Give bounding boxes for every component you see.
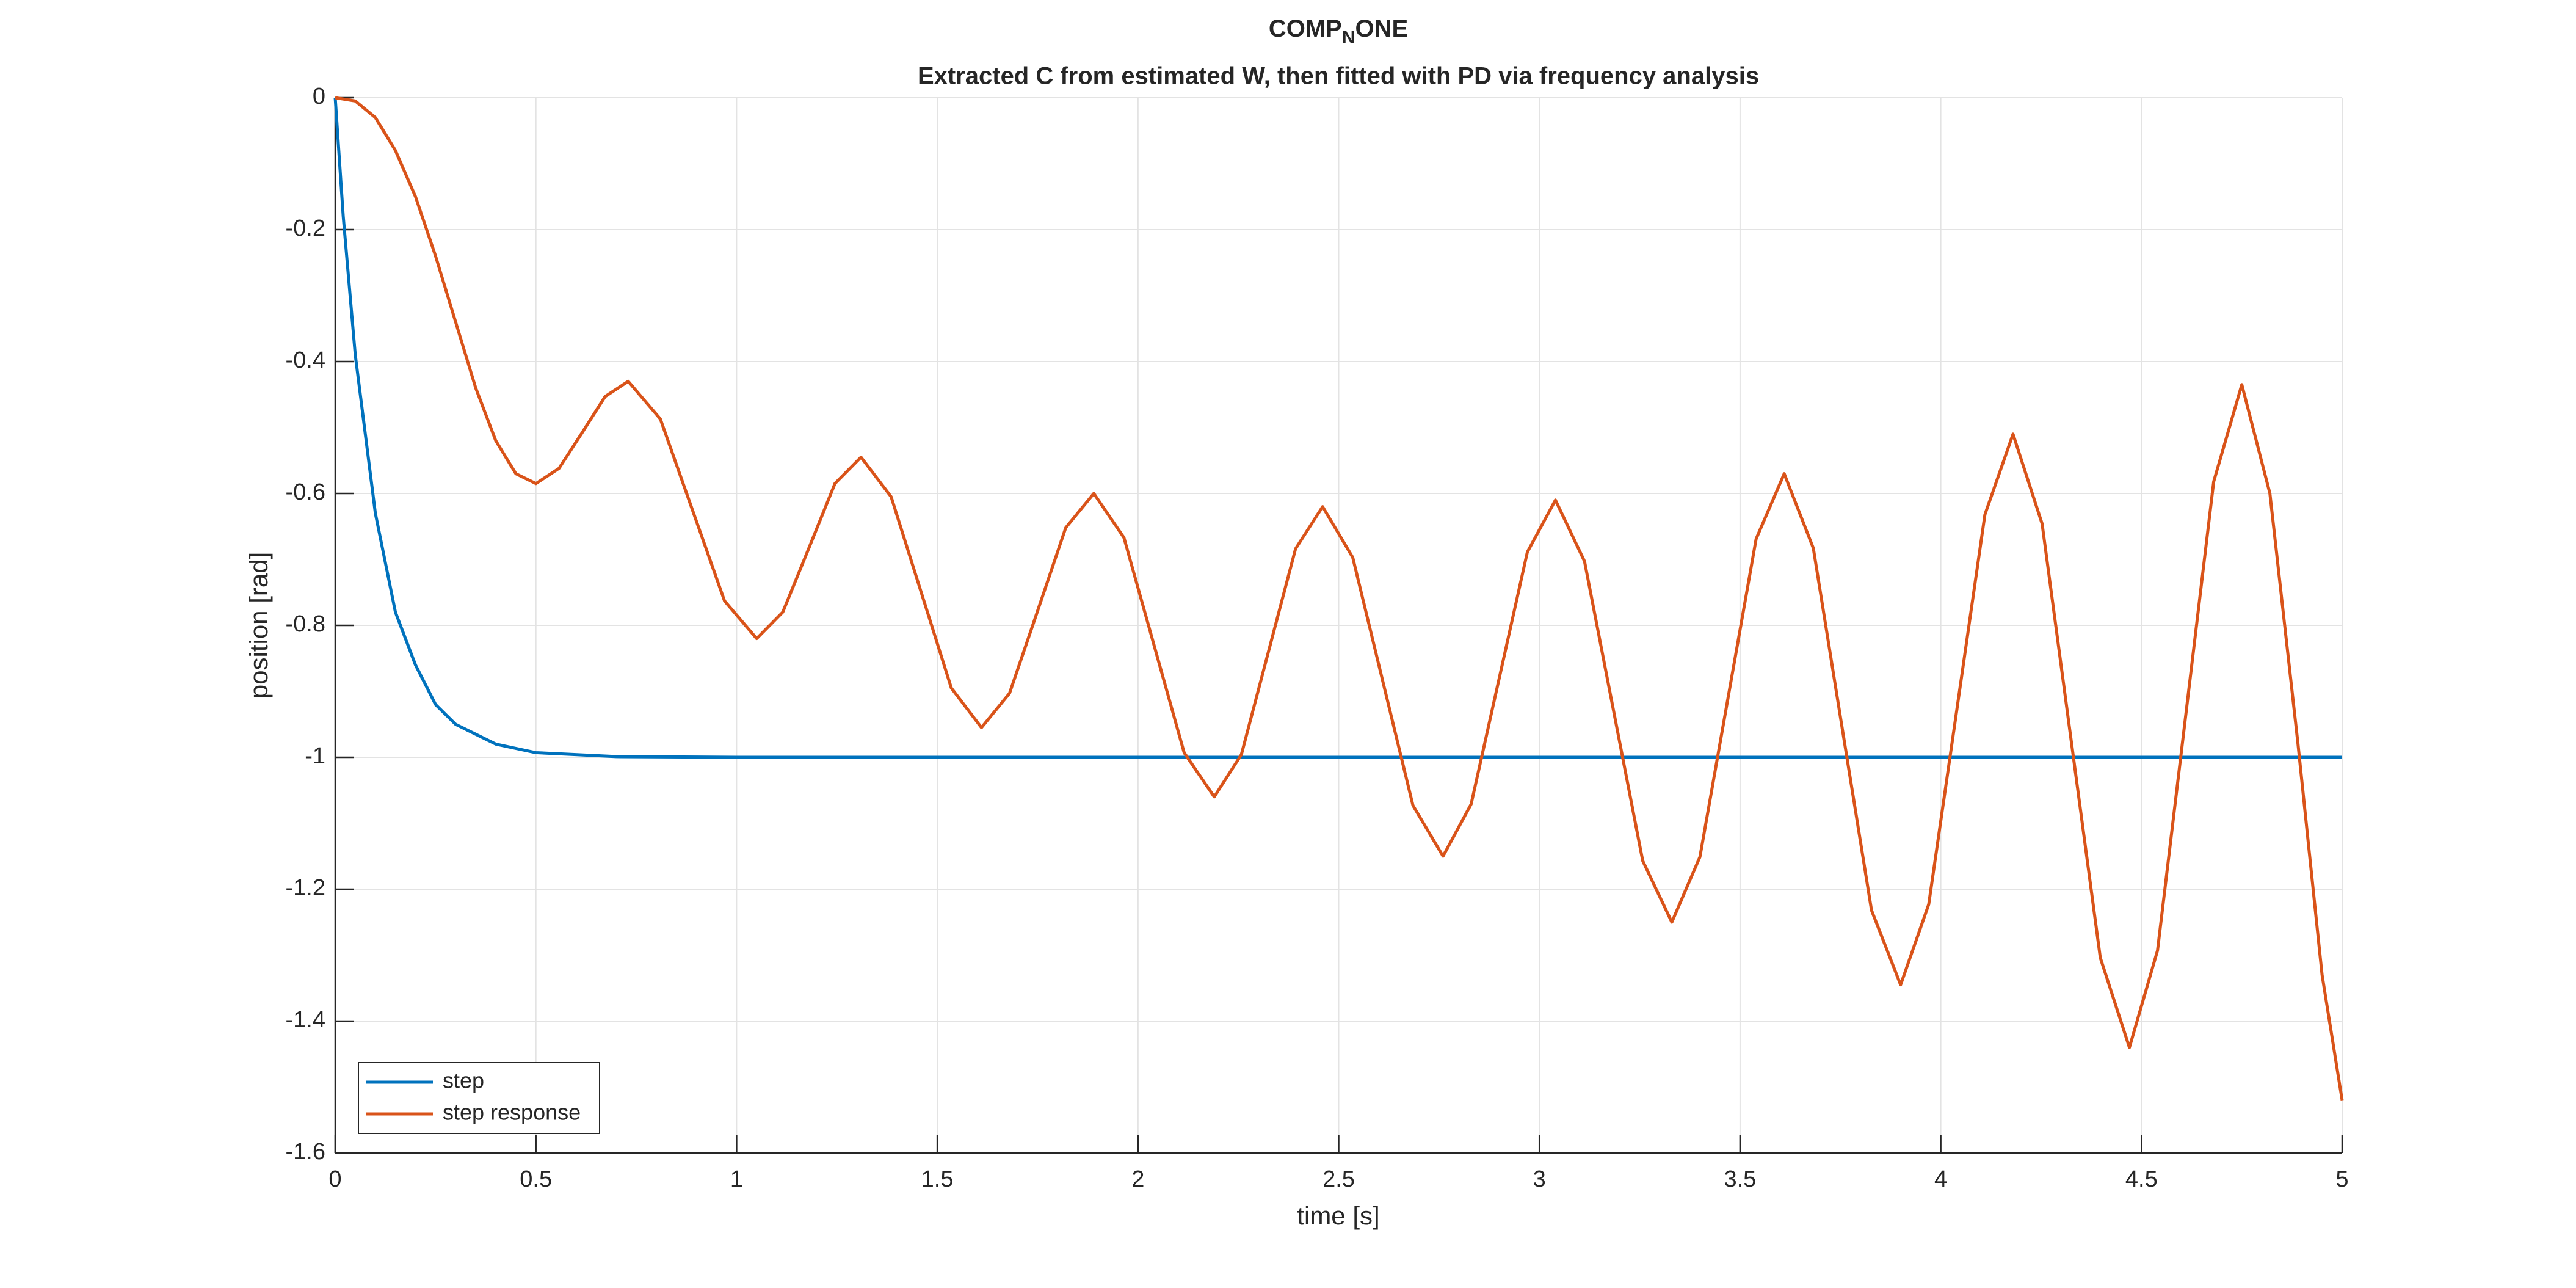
chart-subtitle: Extracted C from estimated W, then fitte… <box>918 63 1759 90</box>
line-series <box>335 96 2344 1101</box>
title-subscript: N <box>1342 27 1355 48</box>
y-tick-label: -1.4 <box>286 1007 325 1033</box>
legend: step step response <box>358 1062 600 1134</box>
x-tick-label: 3 <box>1533 1166 1546 1192</box>
x-tick-label: 1.5 <box>921 1166 954 1192</box>
x-tick-label: 5 <box>2335 1166 2348 1192</box>
y-tick-label: -1 <box>305 743 325 769</box>
line-series <box>333 97 2342 759</box>
y-tick-label: -1.2 <box>286 875 325 901</box>
x-tick-label: 3.5 <box>1724 1166 1756 1192</box>
y-axis-label: position [rad] <box>244 552 273 699</box>
legend-label: step response <box>443 1100 581 1125</box>
x-tick-label: 2.5 <box>1322 1166 1355 1192</box>
x-tick-label: 4.5 <box>2125 1166 2158 1192</box>
x-tick-label: 1 <box>730 1166 743 1192</box>
chart-title: COMPNONE <box>1269 15 1408 48</box>
y-tick-label: 0 <box>313 84 325 109</box>
legend-box <box>358 1062 600 1134</box>
y-tick-label: -0.8 <box>286 611 325 637</box>
legend-label: step <box>443 1068 484 1093</box>
y-tick-label: -1.6 <box>286 1139 325 1165</box>
x-tick-label: 0 <box>328 1166 341 1192</box>
x-axis-label: time [s] <box>1297 1201 1379 1230</box>
x-tick-label: 4 <box>1934 1166 1947 1192</box>
y-tick-label: -0.4 <box>286 347 325 373</box>
y-tick-label: -0.2 <box>286 216 325 241</box>
title-part: COMP <box>1269 15 1342 42</box>
x-tick-label: 2 <box>1131 1166 1144 1192</box>
title-part: ONE <box>1355 15 1408 42</box>
y-tick-label: -0.6 <box>286 479 325 505</box>
x-tick-label: 0.5 <box>520 1166 552 1192</box>
